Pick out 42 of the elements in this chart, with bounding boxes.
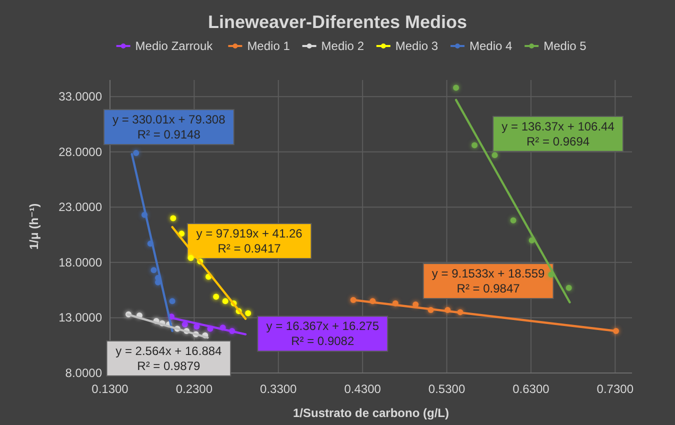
x-tick-label: 0.4300: [344, 382, 382, 396]
point: [133, 150, 140, 156]
x-tick-label: 0.2300: [176, 382, 213, 396]
point: [182, 321, 188, 328]
annotation: y = 9.1533x + 18.559 R² = 0.9847: [432, 266, 546, 296]
annotation: y = 2.564x + 16.884 R² = 0.9879: [116, 344, 222, 373]
y-tick-label: 23.0000: [58, 200, 102, 214]
y-tick-label: 13.0000: [58, 310, 102, 325]
point: [472, 142, 478, 148]
x-tick-label: 0.6300: [512, 382, 550, 396]
point: [150, 267, 157, 274]
point: [170, 215, 176, 222]
annotation: y = 16.367x + 16.275 R² = 0.9082: [266, 319, 380, 348]
y-axis-title: 1/μ (h⁻¹): [27, 203, 41, 250]
y-tick-label: 28.0000: [58, 144, 102, 159]
point: [510, 217, 516, 224]
legend-label: Medio Zarrouk: [135, 39, 214, 53]
annotation: y = 97.919x + 41.26 R² = 0.9417: [196, 226, 303, 256]
annotation: y = 136.37x + 106.44 R² = 0.9694: [502, 119, 615, 148]
legend-label: Medio 2: [321, 39, 364, 53]
point: [453, 84, 460, 91]
point: [566, 284, 572, 291]
legend-label: Medio 3: [395, 39, 438, 53]
x-axis-title: 1/Sustrato de carbono (g/L): [292, 406, 450, 420]
point: [492, 152, 498, 158]
point: [245, 310, 252, 316]
x-tick-label: 0.7300: [596, 382, 634, 396]
chart-title: Lineweaver-Diferentes Medios: [208, 12, 468, 32]
point: [222, 298, 228, 304]
y-tick-label: 8.0000: [65, 366, 102, 380]
x-tick-label: 0.5300: [428, 382, 466, 396]
point: [188, 255, 194, 262]
point: [169, 298, 176, 304]
x-tick-label: 0.1300: [92, 382, 129, 396]
point: [213, 294, 220, 300]
annotation: y = 330.01x + 79.308 R² = 0.9148: [112, 112, 226, 142]
y-tick-label: 33.0000: [58, 90, 102, 104]
y-tick-label: 18.0000: [58, 255, 102, 270]
legend-label: Medio 1: [247, 39, 290, 53]
x-tick-label: 0.3300: [260, 382, 298, 396]
legend-label: Medio 5: [544, 39, 587, 53]
legend-label: Medio 4: [470, 39, 513, 53]
